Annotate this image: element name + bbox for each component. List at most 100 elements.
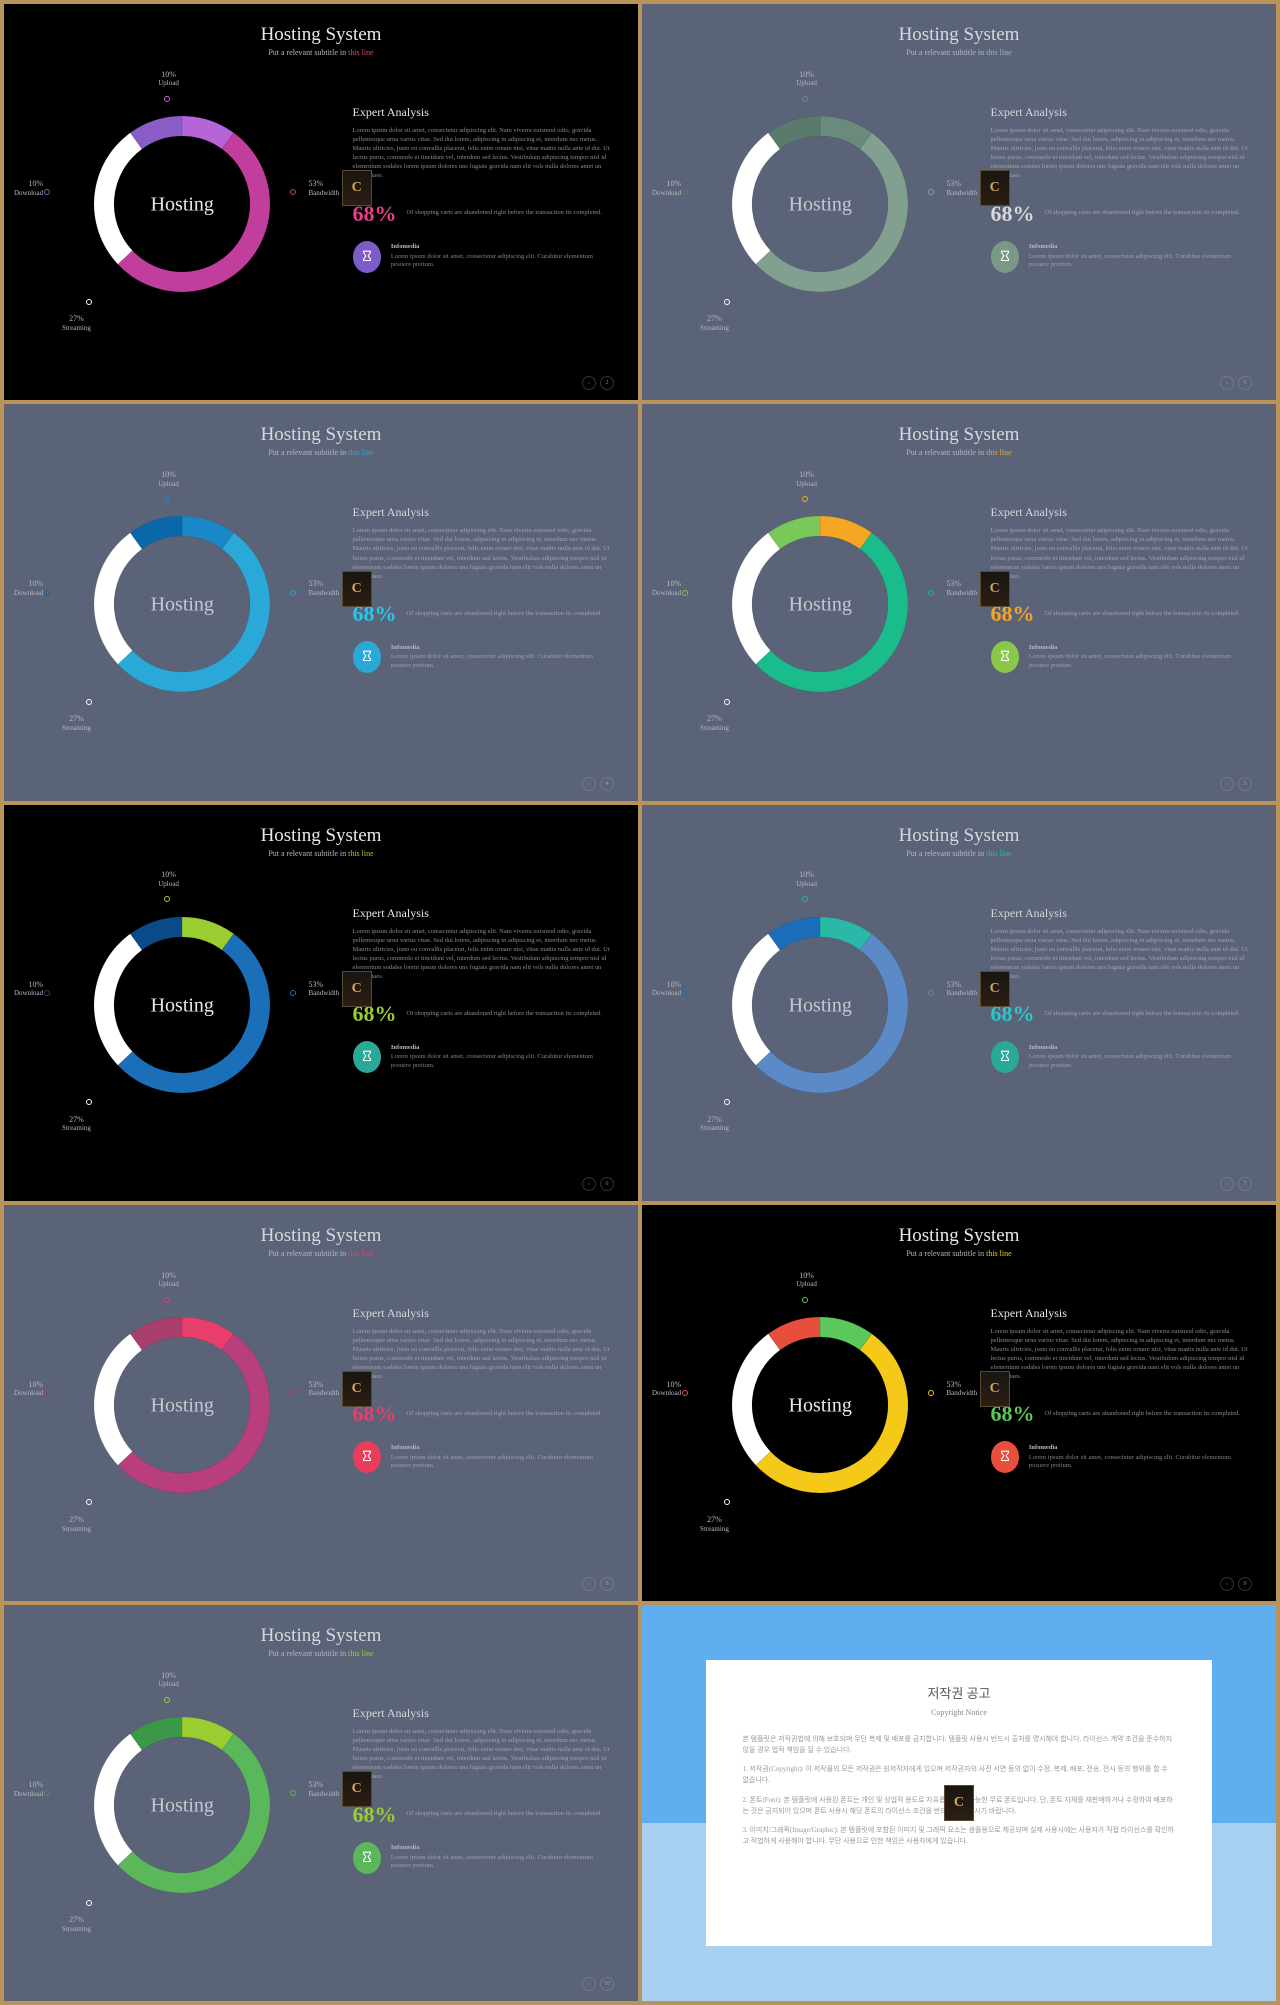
copyright-title: 저작권 공고: [742, 1684, 1175, 1705]
pager-prev[interactable]: ‹: [582, 1577, 596, 1591]
slide-title: Hosting System: [670, 424, 1248, 446]
hourglass-icon: [991, 1441, 1019, 1473]
content-badge-icon: C: [342, 170, 372, 206]
pager-page[interactable]: 7: [1238, 1177, 1252, 1191]
segment-label: 10%Download: [14, 579, 43, 597]
segment-label: 10%Upload: [796, 470, 817, 488]
segment-dot-icon: [682, 189, 688, 195]
pager: ‹ 7: [1220, 1177, 1252, 1191]
analysis-body: Lorem ipsum dolor sit amet, consectetur …: [991, 1327, 1248, 1382]
analysis-title: Expert Analysis: [991, 1306, 1248, 1321]
segment-dot-icon: [44, 590, 50, 596]
info-text: InfomediaLorem ipsum dolor sit amet, con…: [391, 243, 610, 269]
slide-title: Hosting System: [670, 825, 1248, 847]
segment-label: 27%Streaming: [62, 714, 91, 732]
segment-dot-icon: [928, 1390, 934, 1396]
pager-page[interactable]: 2: [600, 376, 614, 390]
pager: ‹ 9: [1220, 1577, 1252, 1591]
segment-dot-icon: [164, 96, 170, 102]
hourglass-icon: [353, 641, 381, 673]
pager-page[interactable]: 9: [1238, 1577, 1252, 1591]
info-text: InfomediaLorem ipsum dolor sit amet, con…: [391, 1444, 610, 1470]
analysis-body: Lorem ipsum dolor sit amet, consectetur …: [991, 126, 1248, 181]
segment-dot-icon: [164, 896, 170, 902]
info-text: InfomediaLorem ipsum dolor sit amet, con…: [1029, 1444, 1248, 1470]
slide-grid: Hosting System Put a relevant subtitle i…: [4, 4, 1276, 2001]
stat-text: Of shopping carts are abandoned right be…: [407, 1410, 602, 1418]
pager-prev[interactable]: ‹: [582, 1177, 596, 1191]
segment-dot-icon: [682, 990, 688, 996]
pager-page[interactable]: 6: [600, 1177, 614, 1191]
segment-label: 27%Streaming: [62, 1515, 91, 1533]
pager-prev[interactable]: ‹: [582, 1977, 596, 1991]
segment-label: 27%Streaming: [700, 1515, 729, 1533]
pager-prev[interactable]: ‹: [582, 376, 596, 390]
slide: Hosting System Put a relevant subtitle i…: [642, 1205, 1276, 1601]
donut-chart: Hosting 10%Upload53%Bandwidth27%Streamin…: [32, 1276, 333, 1536]
analysis-body: Lorem ipsum dolor sit amet, consectetur …: [353, 126, 610, 181]
slide-title: Hosting System: [32, 1225, 610, 1247]
content-badge-icon: C: [980, 1371, 1010, 1407]
segment-dot-icon: [86, 299, 92, 305]
analysis-title: Expert Analysis: [991, 105, 1248, 120]
pager-page[interactable]: 10: [600, 1977, 614, 1991]
content-badge-icon: C: [342, 1371, 372, 1407]
copyright-line: 본 템플릿은 저작권법에 의해 보호되며 무단 복제 및 배포를 금지합니다. …: [742, 1734, 1175, 1756]
segment-label: 27%Streaming: [700, 1115, 729, 1133]
pager-page[interactable]: 5: [1238, 376, 1252, 390]
donut-center-label: Hosting: [151, 994, 214, 1017]
analysis-body: Lorem ipsum dolor sit amet, consectetur …: [991, 526, 1248, 581]
slide: Hosting System Put a relevant subtitle i…: [4, 1605, 638, 2001]
segment-label: 10%Upload: [796, 70, 817, 88]
analysis-body: Lorem ipsum dolor sit amet, consectetur …: [991, 927, 1248, 982]
pager-prev[interactable]: ‹: [1220, 1577, 1234, 1591]
pager-page[interactable]: 5: [600, 1577, 614, 1591]
text-panel: Expert Analysis Lorem ipsum dolor sit am…: [991, 475, 1248, 735]
slide-title: Hosting System: [32, 1625, 610, 1647]
segment-dot-icon: [86, 1499, 92, 1505]
pager-prev[interactable]: ‹: [582, 777, 596, 791]
donut-chart: Hosting 10%Upload53%Bandwidth27%Streamin…: [670, 1276, 971, 1536]
segment-dot-icon: [86, 1900, 92, 1906]
segment-label: 10%Upload: [796, 1271, 817, 1289]
segment-dot-icon: [802, 496, 808, 502]
copyright-box: 저작권 공고 Copyright Notice 본 템플릿은 저작권법에 의해 …: [706, 1660, 1211, 1946]
hourglass-icon: [353, 1842, 381, 1874]
slide: Hosting System Put a relevant subtitle i…: [4, 805, 638, 1201]
segment-dot-icon: [86, 699, 92, 705]
donut-center-label: Hosting: [789, 1394, 852, 1417]
segment-label: 53%Bandwidth: [309, 179, 340, 197]
text-panel: Expert Analysis Lorem ipsum dolor sit am…: [353, 75, 610, 335]
slide: Hosting System Put a relevant subtitle i…: [4, 404, 638, 800]
pager-page[interactable]: 4: [600, 777, 614, 791]
stat-text: Of shopping carts are abandoned right be…: [1045, 1010, 1240, 1018]
segment-dot-icon: [290, 189, 296, 195]
segment-label: 10%Upload: [158, 870, 179, 888]
slide-subtitle: Put a relevant subtitle in this line: [670, 1249, 1248, 1258]
stat-text: Of shopping carts are abandoned right be…: [1045, 209, 1240, 217]
segment-label: 10%Download: [652, 980, 681, 998]
text-panel: Expert Analysis Lorem ipsum dolor sit am…: [991, 1276, 1248, 1536]
text-panel: Expert Analysis Lorem ipsum dolor sit am…: [353, 1276, 610, 1536]
donut-chart: Hosting 10%Upload53%Bandwidth27%Streamin…: [32, 1676, 333, 1936]
slide-title: Hosting System: [670, 24, 1248, 46]
segment-label: 53%Bandwidth: [309, 980, 340, 998]
donut-chart: Hosting 10%Upload53%Bandwidth27%Streamin…: [670, 75, 971, 335]
pager-prev[interactable]: ‹: [1220, 376, 1234, 390]
pager-prev[interactable]: ‹: [1220, 1177, 1234, 1191]
segment-label: 27%Streaming: [62, 314, 91, 332]
pager-page[interactable]: 5: [1238, 777, 1252, 791]
segment-dot-icon: [164, 496, 170, 502]
analysis-title: Expert Analysis: [991, 906, 1248, 921]
pager: ‹ 5: [582, 1577, 614, 1591]
info-text: InfomediaLorem ipsum dolor sit amet, con…: [1029, 243, 1248, 269]
slide-title: Hosting System: [32, 24, 610, 46]
pager-prev[interactable]: ‹: [1220, 777, 1234, 791]
segment-dot-icon: [928, 590, 934, 596]
copyright-line: 3. 이미지/그래픽(Image/Graphic): 본 템플릿에 포함된 이미…: [742, 1825, 1175, 1847]
slide-title: Hosting System: [32, 825, 610, 847]
stat-text: Of shopping carts are abandoned right be…: [407, 610, 602, 618]
pager: ‹ 10: [582, 1977, 614, 1991]
slide-subtitle: Put a relevant subtitle in this line: [32, 849, 610, 858]
analysis-title: Expert Analysis: [353, 105, 610, 120]
